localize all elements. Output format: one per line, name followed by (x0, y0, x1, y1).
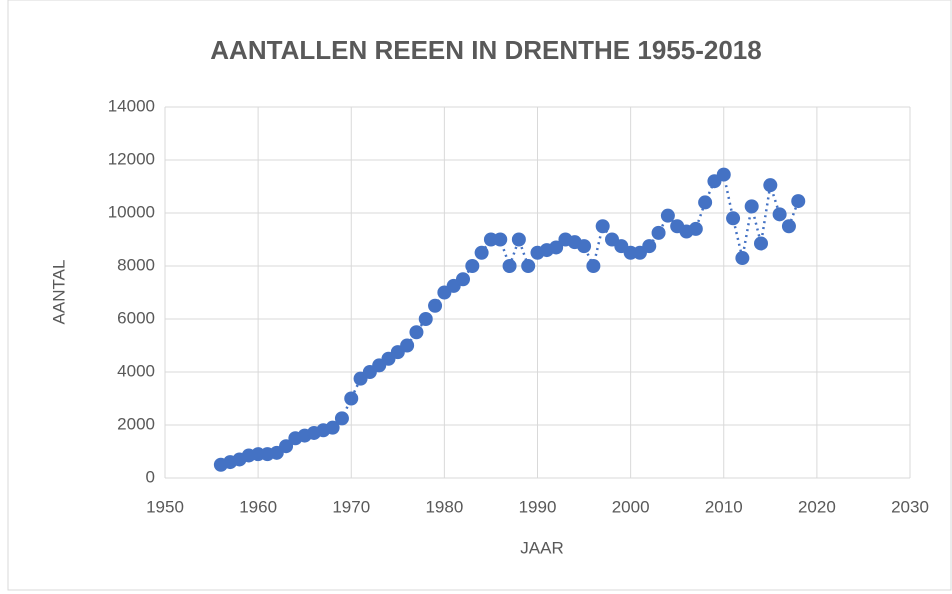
data-point (586, 259, 601, 273)
y-tick-label: 6000 (117, 308, 155, 327)
data-point (400, 338, 415, 353)
x-tick-label: 2010 (705, 497, 743, 516)
data-point (651, 225, 666, 240)
data-point (716, 167, 731, 182)
data-point (428, 298, 443, 313)
data-point (279, 439, 294, 454)
data-point (642, 239, 657, 254)
data-point (688, 221, 703, 236)
data-point (781, 219, 796, 234)
data-point (763, 178, 778, 193)
data-point (325, 420, 340, 435)
data-point (465, 259, 480, 273)
data-point (502, 259, 517, 273)
data-point (772, 207, 787, 222)
x-tick-label: 2030 (891, 497, 929, 516)
y-tick-label: 10000 (108, 202, 155, 221)
x-tick-label: 2000 (612, 497, 650, 516)
x-tick-label: 1980 (425, 497, 463, 516)
data-point (521, 259, 536, 273)
data-point (409, 325, 424, 340)
x-tick-label: 1970 (332, 497, 370, 516)
data-point (344, 391, 359, 406)
data-point (549, 240, 564, 255)
data-point (493, 232, 508, 247)
data-point (334, 411, 349, 426)
data-point (595, 219, 610, 234)
data-point (726, 211, 741, 226)
data-point (511, 232, 526, 247)
data-point (474, 245, 489, 260)
y-tick-label: 0 (146, 467, 155, 486)
y-tick-label: 8000 (117, 255, 155, 274)
y-tick-label: 12000 (108, 149, 155, 168)
data-point (744, 199, 759, 214)
data-point (577, 239, 592, 254)
x-tick-label: 2020 (798, 497, 836, 516)
data-point (698, 195, 713, 210)
x-tick-label: 1990 (519, 497, 557, 516)
data-point (456, 272, 470, 287)
y-tick-label: 4000 (117, 361, 155, 380)
data-point (735, 251, 750, 266)
y-tick-label: 14000 (108, 96, 155, 115)
x-axis-label: JAAR (520, 538, 563, 557)
chart-title: AANTALLEN REEEN IN DRENTHE 1955-2018 (210, 35, 761, 65)
y-tick-label: 2000 (117, 414, 155, 433)
data-point (418, 312, 433, 326)
data-point (791, 194, 806, 209)
data-point (660, 208, 675, 223)
y-axis-label: AANTAL (49, 260, 68, 325)
data-point (754, 236, 768, 251)
x-tick-label: 1960 (239, 497, 277, 516)
x-tick-label: 1950 (146, 497, 184, 516)
